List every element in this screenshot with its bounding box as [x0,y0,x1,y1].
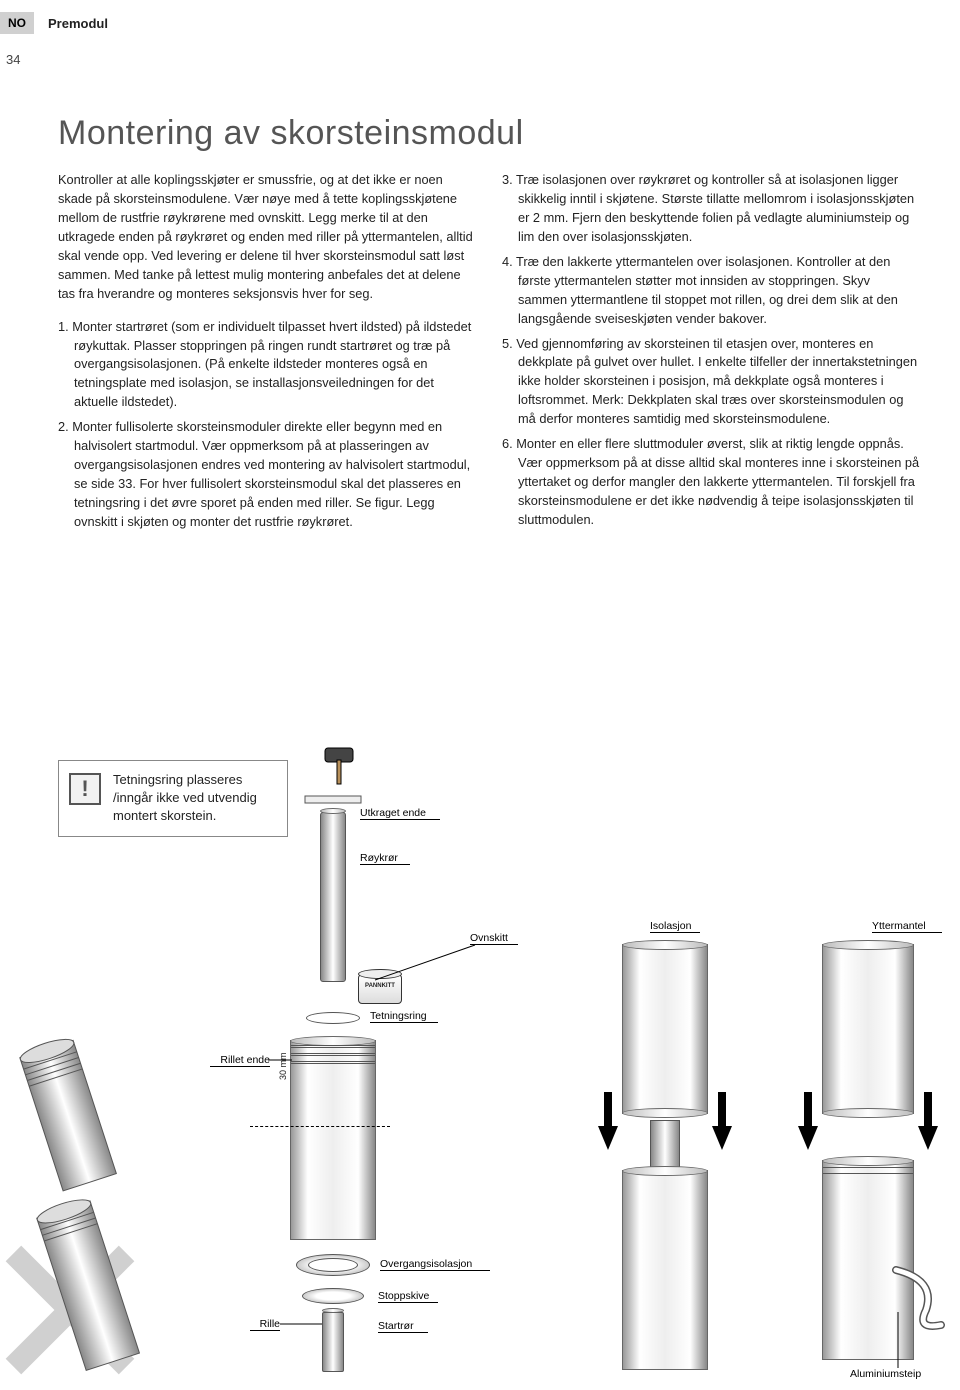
stop-washer [302,1288,364,1304]
insulation-lower [622,1170,708,1370]
left-steps-list: Monter startrøret (som er individuelt ti… [58,318,476,532]
figure-area: ! Tetningsring plasseres /inngår ikke ve… [0,760,960,1387]
label-stoppskive: Stoppskive [378,1290,438,1303]
label-roykror: Røykrør [360,852,410,865]
arrow-down-l1 [598,1126,618,1150]
step-6: 6. Monter en eller flere sluttmoduler øv… [502,435,920,530]
left-column: Kontroller at alle koplingsskjøter er sm… [58,171,476,538]
start-pipe [322,1312,344,1372]
alusteip-leader [878,1312,918,1372]
right-steps-list: 3. Træ isolasjonen over røykrøret og kon… [502,171,920,530]
arrow-shaft-r2 [924,1092,932,1128]
label-tetningsring: Tetningsring [370,1010,438,1023]
arrow-down-r2 [918,1126,938,1150]
mallet-icon [315,740,365,790]
rille-leader [280,1320,324,1330]
page-number: 34 [6,52,20,67]
plate-icon [303,792,363,808]
label-rillet: Rillet ende [210,1054,270,1067]
label-ovnskitt: Ovnskitt [470,932,518,945]
label-overgang: Overgangsisolasjon [380,1258,490,1271]
insulation-upper [622,944,708,1114]
label-utkraget: Utkraget ende [360,807,440,820]
transition-ring-inner [308,1258,358,1272]
step-5: 5. Ved gjennomføring av skorsteinen til … [502,335,920,430]
arrow-down-r1 [712,1126,732,1150]
arrow-shaft-l1 [604,1092,612,1128]
brand-name: Premodul [48,16,108,31]
language-code: NO [0,12,34,34]
warning-text: Tetningsring plasseres /inngår ikke ved … [113,772,257,823]
label-yttermantel: Yttermantel [872,920,942,933]
label-rille: Rille [250,1318,280,1331]
chimney-module [290,1040,376,1240]
sealing-ring [306,1012,360,1024]
right-column: 3. Træ isolasjonen over røykrøret og kon… [502,171,920,538]
intro-paragraph: Kontroller at alle koplingsskjøter er sm… [58,171,476,304]
ovnskitt-leader [355,940,495,990]
label-startror: Startrør [378,1320,428,1333]
dashline-1 [250,1126,390,1127]
smoke-pipe [320,812,346,982]
warning-icon: ! [69,773,101,805]
warning-note: ! Tetningsring plasseres /inngår ikke ve… [58,760,288,837]
page-title: Montering av skorsteinsmodul [58,114,920,153]
outer-casing-upper [822,944,914,1114]
label-isolasjon: Isolasjon [650,920,700,933]
pipe-end-bottom [30,1195,150,1375]
step-3: 3. Træ isolasjonen over røykrøret og kon… [502,171,920,247]
pipe-end-top [10,1035,130,1195]
step-4: 4. Træ den lakkerte yttermantelen over i… [502,253,920,329]
step-2: Monter fullisolerte skorsteinsmoduler di… [58,418,476,532]
arrow-down-l2 [798,1126,818,1150]
arrow-shaft-r1 [718,1092,726,1128]
arrow-shaft-l2 [804,1092,812,1128]
dimension-30mm: 30 mm [278,1052,288,1080]
step-1: Monter startrøret (som er individuelt ti… [58,318,476,413]
label-alusteip: Aluminiumsteip [850,1368,950,1380]
